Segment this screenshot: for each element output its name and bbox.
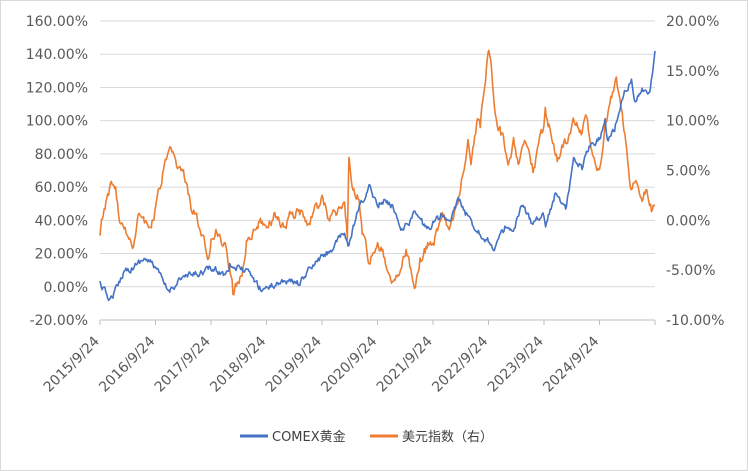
y-left-tick-label: 80.00%	[35, 147, 88, 163]
y-left-tick-label: 40.00%	[35, 213, 88, 229]
y-right-tick-label: 20.00%	[666, 14, 719, 30]
series-line-comex-gold	[99, 50, 656, 302]
x-tick-label: 2018/9/24	[207, 333, 269, 395]
x-tick-label: 2015/9/24	[41, 333, 103, 395]
y-right-tick-label: -10.00%	[666, 313, 724, 329]
y-left-tick-label: 120.00%	[26, 80, 88, 96]
x-axis: 2015/9/242016/9/242017/9/242018/9/242019…	[41, 319, 656, 396]
y-left-tick-label: -20.00%	[30, 313, 88, 329]
x-tick-label: 2016/9/24	[96, 333, 158, 395]
x-tick-label: 2022/9/24	[429, 333, 491, 395]
x-tick-label: 2021/9/24	[374, 333, 436, 395]
y-right-tick-label: 5.00%	[666, 164, 710, 180]
x-tick-label: 2019/9/24	[263, 333, 325, 395]
y-left-tick-label: 100.00%	[26, 114, 88, 130]
x-tick-label: 2020/9/24	[318, 333, 380, 395]
y-left-tick-label: 160.00%	[26, 14, 88, 30]
series-line-usd-index	[99, 49, 656, 296]
right-y-axis-ticks: 20.00% 15.00% 10.00% 5.00% 0.00% -5.00% -10.00…	[666, 14, 724, 329]
y-left-tick-label: 0.00%	[44, 280, 88, 296]
left-y-axis-ticks: 160.00% 140.00% 120.00% 100.00% 80.00% 60.00%…	[26, 14, 88, 329]
y-right-tick-label: 0.00%	[666, 213, 710, 229]
x-tick-label: 2024/9/24	[540, 333, 602, 395]
x-tick-label: 2017/9/24	[152, 333, 214, 395]
legend-label-usd-index: 美元指数（右）	[402, 430, 493, 445]
plot-area	[99, 49, 656, 302]
y-right-tick-label: 10.00%	[666, 114, 719, 130]
legend: COMEX黄金 美元指数（右）	[240, 429, 493, 445]
legend-label-comex-gold: COMEX黄金	[272, 429, 346, 445]
y-left-tick-label: 60.00%	[35, 180, 88, 196]
x-tick-label: 2023/9/24	[485, 333, 547, 395]
y-right-tick-label: 15.00%	[666, 64, 719, 80]
y-left-tick-label: 140.00%	[26, 47, 88, 63]
y-right-tick-label: -5.00%	[666, 263, 716, 279]
y-left-tick-label: 20.00%	[35, 247, 88, 263]
